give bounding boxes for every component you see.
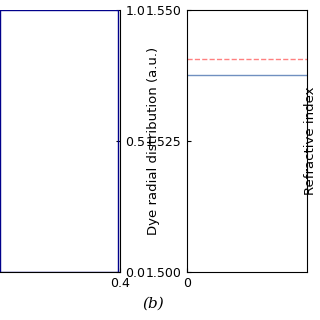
Text: Refractive index: Refractive index bbox=[304, 86, 317, 195]
Text: Dye radial distribution (a.u.): Dye radial distribution (a.u.) bbox=[147, 47, 160, 235]
Text: (b): (b) bbox=[143, 297, 164, 311]
